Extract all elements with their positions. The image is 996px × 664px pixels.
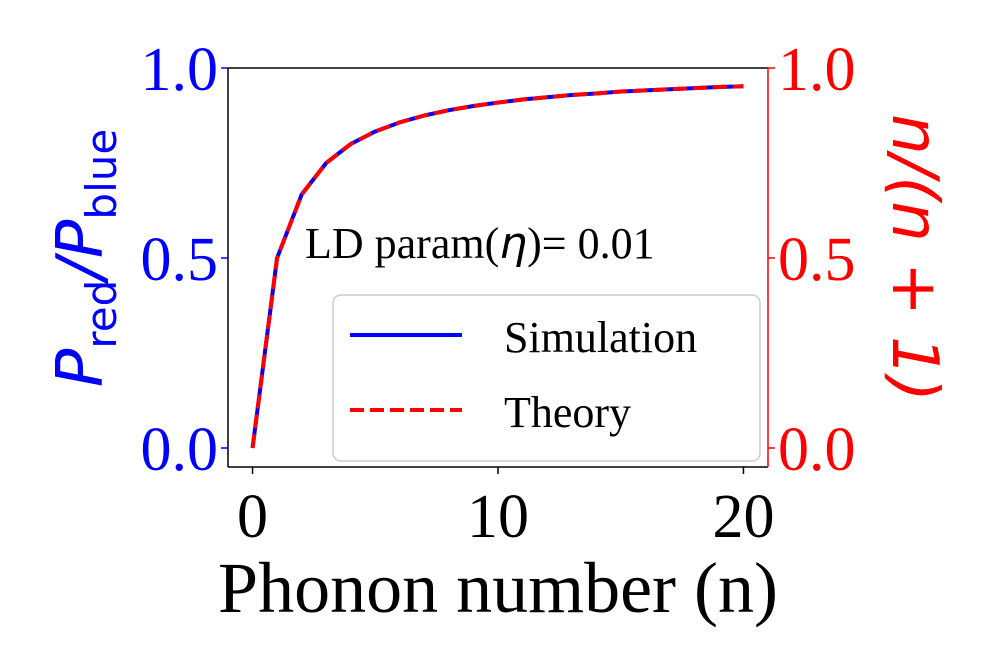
annotation-symbol: η bbox=[499, 218, 527, 269]
left-y-tick-label: 1.0 bbox=[141, 36, 219, 104]
plot-area: 0 10 200.00.51.00.00.51.0 bbox=[141, 36, 856, 551]
annotation-suffix: )= 0.01 bbox=[527, 219, 654, 268]
right-y-axis-label: n/(n + 1) bbox=[877, 114, 951, 402]
x-tick-label: 10 bbox=[467, 483, 529, 551]
left-y-label-main2: P bbox=[44, 219, 118, 258]
right-y-tick-label: 1.0 bbox=[778, 36, 856, 104]
left-y-tick-label: 0.0 bbox=[141, 416, 219, 484]
legend: Simulation Theory bbox=[332, 294, 761, 462]
annotation-prefix: LD param( bbox=[305, 219, 499, 268]
left-y-tick-label: 0.5 bbox=[141, 226, 219, 294]
annotation: LD param(η)= 0.01 bbox=[305, 218, 655, 269]
legend-label-theory: Theory bbox=[504, 388, 631, 437]
x-axis-label: Phonon number (n) bbox=[218, 548, 778, 628]
left-y-label-sub1: red bbox=[77, 280, 126, 349]
x-tick-label: 0 bbox=[237, 483, 268, 551]
left-y-label-sub2: blue bbox=[77, 129, 126, 220]
left-y-axis-label: Pred/Pblue bbox=[44, 129, 126, 387]
x-tick-label: 20 bbox=[712, 483, 774, 551]
right-y-tick-label: 0.5 bbox=[778, 226, 856, 294]
series-line-theory bbox=[250, 84, 744, 449]
right-y-tick-label: 0.0 bbox=[778, 416, 856, 484]
legend-label-simulation: Simulation bbox=[504, 313, 697, 362]
left-y-label-main: P bbox=[44, 348, 118, 387]
